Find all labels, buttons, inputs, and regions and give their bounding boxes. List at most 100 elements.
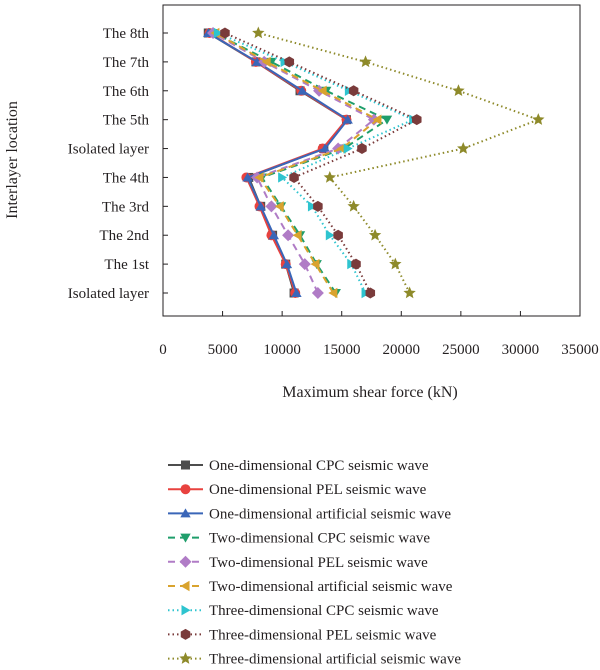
legend-item-1: One-dimensional CPC seismic wave (168, 458, 429, 474)
series-2 (204, 28, 352, 298)
data-point (343, 143, 353, 154)
legend-label: Three-dimensional artificial seismic wav… (209, 652, 461, 668)
series-line (217, 32, 415, 294)
data-point (220, 27, 230, 39)
data-point (325, 230, 335, 241)
data-point (359, 55, 372, 68)
series-line (207, 32, 349, 294)
legend-item-7: Three-dimensional CPC seismic wave (168, 603, 439, 619)
series-line (212, 32, 375, 294)
x-axis-title: Maximum shear force (kN) (282, 384, 458, 401)
data-point (252, 26, 265, 39)
legend-item-3: One-dimensional artificial seismic wave (168, 506, 451, 522)
legend: One-dimensional CPC seismic wave One-dime… (168, 458, 461, 668)
legend-marker (180, 580, 190, 592)
data-point (342, 114, 353, 124)
legend-label: Two-dimensional PEL seismic wave (209, 555, 428, 571)
legend-label: Three-dimensional CPC seismic wave (209, 603, 439, 619)
axes: 0 5000 10000 15000 20000 25000 30000 35000 Isola… (68, 4, 599, 358)
data-point (274, 201, 284, 212)
series-layer (203, 26, 545, 299)
data-point (348, 85, 359, 97)
data-point (368, 228, 382, 241)
y-tick-label: The 3rd (102, 199, 150, 215)
data-point (282, 229, 295, 242)
data-point (403, 286, 416, 299)
x-tick-label: 25000 (442, 342, 480, 358)
legend-marker (179, 652, 192, 664)
x-tick-label: 0 (159, 342, 167, 358)
legend-item-9: Three-dimensional artificial seismic wav… (168, 652, 461, 668)
legend-label: One-dimensional CPC seismic wave (209, 458, 429, 474)
data-point (265, 200, 278, 213)
y-tick-label: The 2nd (99, 228, 149, 244)
data-point (412, 114, 422, 126)
data-point (457, 142, 470, 154)
x-tick-label: 35000 (561, 342, 599, 358)
data-point (532, 113, 545, 125)
y-tick-label: The 7th (103, 55, 150, 71)
plot-frame (162, 4, 581, 317)
x-tick-label: 15000 (323, 342, 361, 358)
legend-label: Three-dimensional PEL seismic wave (209, 627, 437, 643)
data-point (307, 201, 317, 212)
data-point (255, 201, 266, 211)
data-point (372, 114, 382, 125)
data-point (365, 287, 376, 299)
data-point (268, 230, 279, 240)
legend-marker (180, 533, 191, 543)
y-axis-title: Interlayer location (4, 101, 21, 219)
y-tick-label: The 8th (103, 26, 150, 42)
legend-marker (179, 555, 192, 568)
data-point (284, 56, 295, 68)
x-tick-label: 5000 (208, 342, 238, 358)
y-tick-label: Isolated layer (68, 286, 149, 302)
series-line (214, 32, 379, 294)
series-line (207, 32, 348, 294)
data-point (357, 143, 367, 155)
y-tick-label: The 6th (103, 84, 150, 100)
data-point (347, 199, 360, 212)
legend-label: Two-dimensional CPC seismic wave (209, 531, 430, 547)
data-point (298, 258, 311, 271)
series-5 (207, 27, 380, 299)
data-point (242, 172, 253, 182)
data-point (336, 143, 346, 154)
series-3 (203, 28, 353, 297)
series-line (258, 32, 540, 294)
data-point (328, 287, 338, 299)
data-point (333, 229, 343, 241)
data-point (351, 258, 361, 270)
legend-marker (180, 628, 191, 640)
legend-label: One-dimensional artificial seismic wave (209, 506, 451, 522)
legend-marker (180, 508, 191, 518)
series-line (224, 32, 418, 294)
data-point (297, 85, 308, 95)
data-point (251, 56, 263, 66)
data-point (261, 56, 271, 68)
legend-item-2: One-dimensional PEL seismic wave (168, 482, 427, 498)
series-8 (220, 27, 422, 299)
data-point (291, 288, 302, 297)
data-point (323, 170, 336, 183)
legend-item-6: Two-dimensional artificial seismic wave (168, 579, 453, 595)
data-point (389, 257, 402, 270)
y-tick-label: The 4th (103, 170, 150, 186)
legend-marker (180, 484, 191, 495)
data-point (313, 200, 323, 212)
data-point (311, 287, 324, 299)
series-line (208, 32, 348, 294)
legend-label: One-dimensional PEL seismic wave (209, 482, 427, 498)
data-point (213, 27, 223, 39)
data-point (292, 230, 302, 241)
data-point (281, 259, 293, 269)
x-tick-label: 30000 (502, 342, 540, 358)
data-point (254, 172, 264, 183)
legend-item-5: Two-dimensional PEL seismic wave (168, 555, 428, 571)
data-point (289, 171, 299, 183)
x-tick-label: 10000 (263, 342, 301, 358)
y-tick-label: Isolated layer (68, 142, 149, 158)
data-point (452, 84, 465, 97)
data-point (310, 258, 320, 270)
